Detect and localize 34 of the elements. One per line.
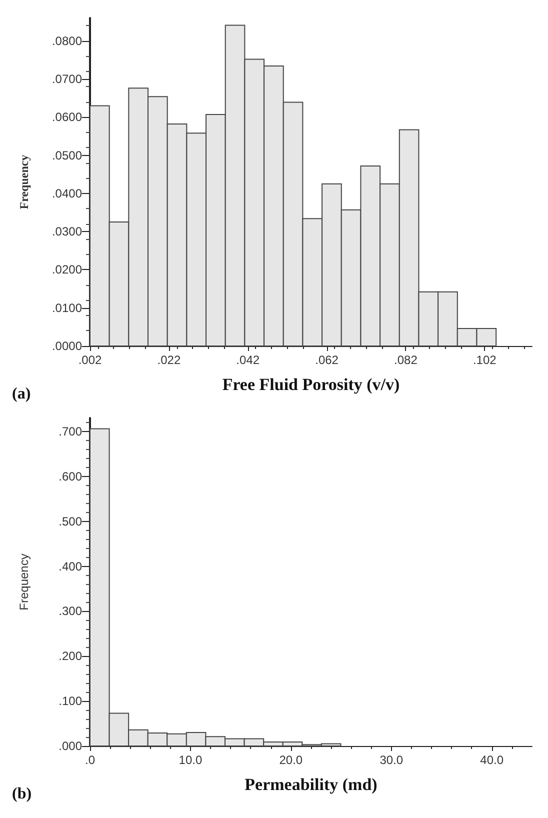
x-axis-title: Permeability (md) <box>244 775 378 794</box>
y-tick-label: .200 <box>58 649 82 664</box>
y-tick-label: .400 <box>58 559 82 574</box>
x-tick-label: 30.0 <box>380 753 404 767</box>
text: (b) <box>12 786 32 802</box>
x-tick-label: .022 <box>157 353 181 367</box>
x-axis-title: Free Fluid Porosity (v/v) <box>222 375 400 394</box>
y-axis-title: Frequency <box>17 154 31 210</box>
y-tick-label: .0100 <box>52 300 82 315</box>
x-tick-label: .002 <box>78 353 102 367</box>
y-axis-title: Frequency <box>17 554 31 610</box>
x-tick-label: 20.0 <box>279 753 303 767</box>
y-tick-label: .0800 <box>52 34 82 48</box>
y-tick-label: .700 <box>58 424 82 438</box>
y-tick-label: .100 <box>58 694 82 708</box>
y-tick-label: .0500 <box>52 148 82 162</box>
y-tick-label: .0000 <box>52 339 82 353</box>
x-tick-label: .082 <box>394 353 418 367</box>
y-tick-label: .300 <box>58 604 82 618</box>
x-tick-label: 40.0 <box>480 753 504 767</box>
y-tick-label: .0400 <box>52 186 82 200</box>
x-tick-label: .062 <box>315 353 339 367</box>
y-tick-label: .0300 <box>52 224 82 239</box>
y-tick-label: .500 <box>58 514 82 528</box>
x-tick-label: .0 <box>84 753 96 767</box>
x-tick-label: .042 <box>236 353 260 367</box>
y-tick-label: .0200 <box>52 262 82 277</box>
text: (a) <box>12 386 31 402</box>
x-tick-label: 10.0 <box>178 753 202 767</box>
y-tick-label: .0700 <box>52 72 82 86</box>
y-tick-label: .600 <box>58 469 82 484</box>
x-tick-label: .102 <box>472 353 497 367</box>
y-tick-label: .000 <box>58 739 82 753</box>
y-tick-label: .0600 <box>52 110 82 124</box>
